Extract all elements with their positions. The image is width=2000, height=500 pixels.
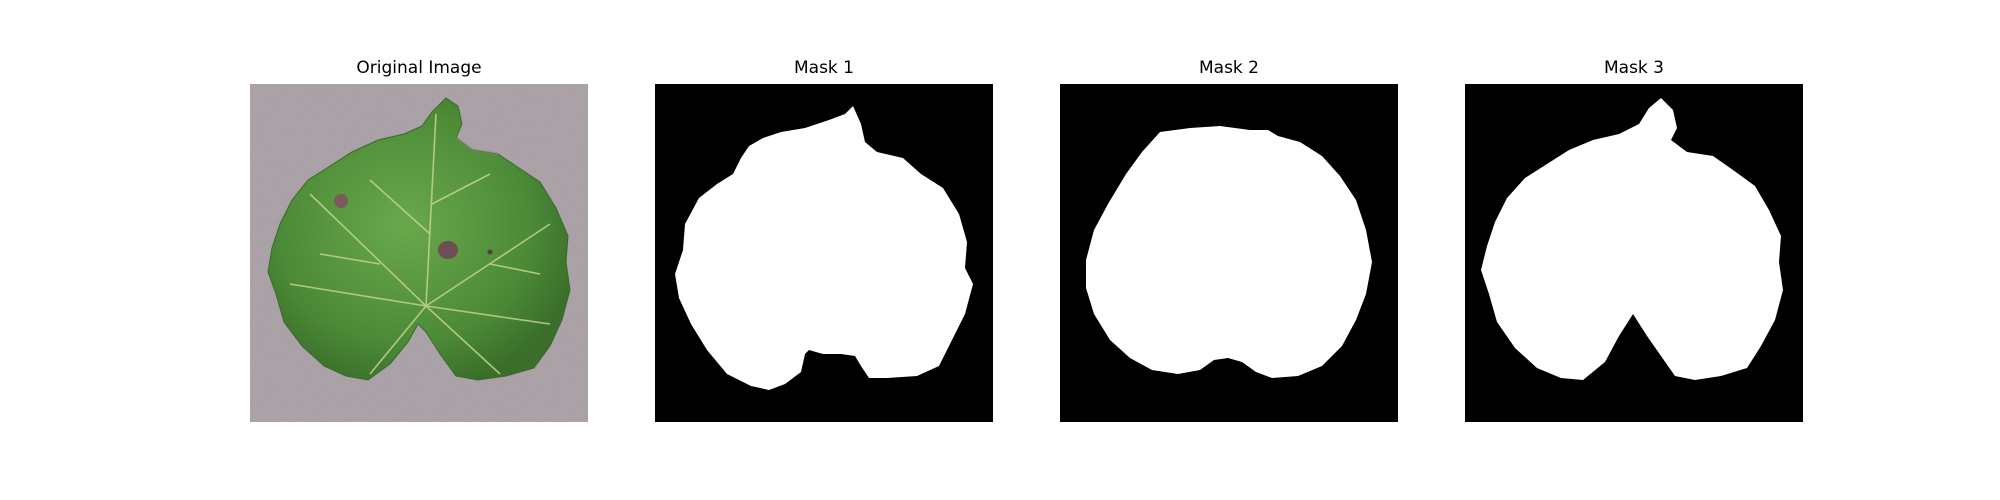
mask-3-image	[1465, 84, 1803, 422]
leaf-veins	[289, 113, 551, 375]
mask-1-foreground	[675, 106, 973, 390]
panel-title-mask-1: Mask 1	[793, 58, 854, 78]
panel-mask-2: Mask 2	[1060, 0, 1398, 500]
leaf-spot	[487, 249, 493, 255]
leaf-shape	[267, 97, 571, 381]
panel-original-image: Original Image	[250, 0, 588, 500]
panel-mask-3: Mask 3	[1465, 0, 1803, 500]
panel-mask-1: Mask 1	[655, 0, 993, 500]
panel-title-original: Original Image	[356, 58, 482, 78]
mask-2-image	[1060, 84, 1398, 422]
mask-3-foreground	[1481, 98, 1783, 380]
leaf-photo-image	[250, 84, 588, 422]
leaf-shadow	[455, 136, 499, 156]
leaf-hole-2	[438, 241, 458, 259]
mask-2-foreground	[1086, 126, 1372, 378]
panel-title-mask-3: Mask 3	[1603, 58, 1664, 78]
leaf-hole-1	[334, 194, 348, 208]
mask-1-image	[655, 84, 993, 422]
panel-title-mask-2: Mask 2	[1198, 58, 1259, 78]
